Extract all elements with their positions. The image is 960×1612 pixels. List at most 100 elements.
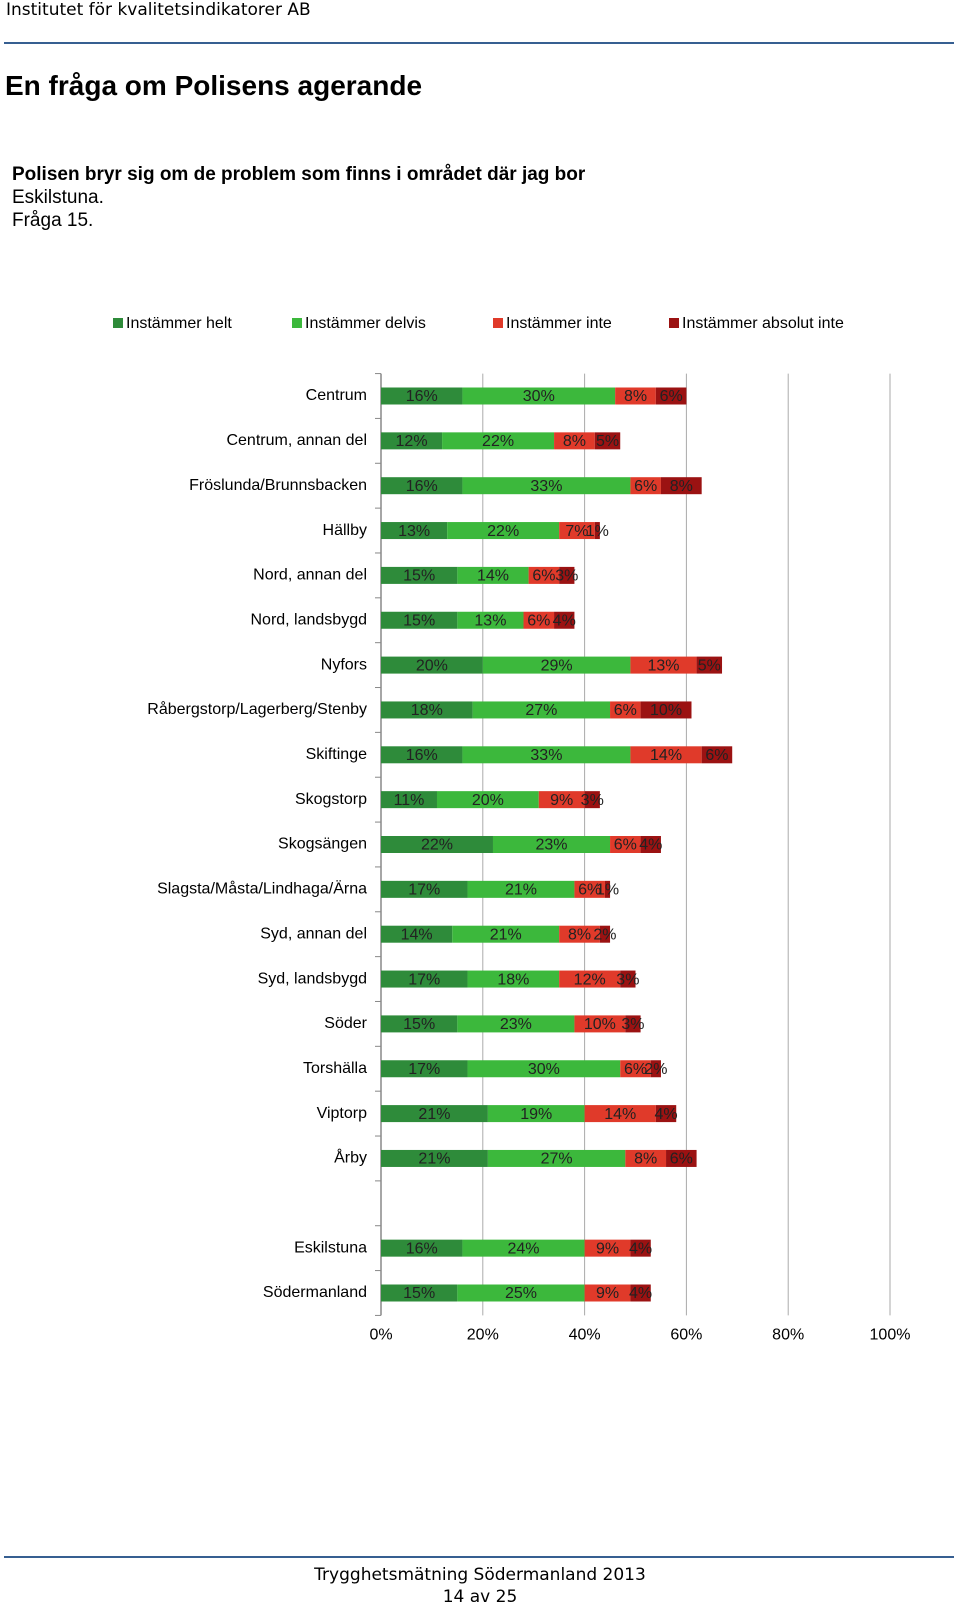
value-label: 3% xyxy=(555,568,578,585)
value-label: 30% xyxy=(523,388,555,405)
legend-swatch xyxy=(669,318,679,328)
value-label: 8% xyxy=(568,926,591,943)
bar-segment xyxy=(457,566,529,584)
bar-segment xyxy=(457,1284,585,1302)
x-tick-label: 100% xyxy=(870,1327,911,1344)
bar-segment xyxy=(467,880,575,898)
bar-segment xyxy=(457,1015,575,1033)
bar-segment xyxy=(554,611,575,629)
value-label: 4% xyxy=(654,1106,677,1123)
value-label: 9% xyxy=(596,1285,619,1302)
value-label: 20% xyxy=(416,657,448,674)
bar-segment xyxy=(630,477,661,495)
category-label: Årby xyxy=(334,1148,367,1167)
value-label: 13% xyxy=(647,657,679,674)
value-label: 1% xyxy=(596,882,619,899)
value-label: 4% xyxy=(553,612,576,629)
bar-segment xyxy=(462,1239,585,1257)
bar-segment xyxy=(620,970,636,988)
bar-segment xyxy=(381,387,463,405)
x-tick-label: 60% xyxy=(670,1327,702,1344)
x-tick-label: 80% xyxy=(772,1327,804,1344)
category-label: Syd, landsbygd xyxy=(258,970,367,987)
category-label: Råbergstorp/Lagerberg/Stenby xyxy=(147,700,367,718)
bar-segment xyxy=(381,432,443,450)
value-label: 33% xyxy=(530,747,562,764)
bar-segment xyxy=(381,656,483,674)
bar-segment xyxy=(599,925,611,943)
bar-segment xyxy=(487,1105,585,1123)
value-label: 14% xyxy=(477,568,509,585)
category-label: Torshälla xyxy=(303,1060,367,1077)
bar-segment xyxy=(655,1105,677,1123)
bar-segment xyxy=(620,1060,651,1078)
value-label: 8% xyxy=(624,388,647,405)
bar-segment xyxy=(630,656,697,674)
value-label: 7% xyxy=(565,523,588,540)
category-label: Skogsängen xyxy=(278,836,367,853)
value-label: 27% xyxy=(541,1151,573,1168)
bar-segment xyxy=(625,1149,667,1167)
bar-segment xyxy=(381,701,473,719)
value-label: 17% xyxy=(408,1061,440,1078)
category-label: Syd, annan del xyxy=(260,925,367,942)
category-label: Södermanland xyxy=(263,1284,367,1301)
bar-segment xyxy=(640,836,661,853)
value-label: 9% xyxy=(550,792,573,809)
value-label: 16% xyxy=(406,478,438,495)
area: Eskilstuna. xyxy=(12,187,104,208)
value-label: 18% xyxy=(411,702,443,719)
value-label: 13% xyxy=(398,523,430,540)
bar-segment xyxy=(482,656,631,674)
value-label: 6% xyxy=(614,702,637,719)
value-label: 8% xyxy=(563,433,586,450)
bar-segment xyxy=(584,791,600,809)
x-tick-label: 20% xyxy=(467,1327,499,1344)
x-tick-label: 0% xyxy=(369,1327,392,1344)
value-label: 29% xyxy=(541,657,573,674)
value-label: 25% xyxy=(505,1285,537,1302)
category-label: Centrum, annan del xyxy=(226,432,367,449)
category-label: Nord, landsbygd xyxy=(250,611,367,628)
bar-segment xyxy=(660,477,702,495)
bar-segment xyxy=(559,566,575,584)
bar-segment xyxy=(523,611,555,629)
value-label: 21% xyxy=(418,1106,450,1123)
bar-segment xyxy=(436,791,539,809)
value-label: 6% xyxy=(670,1151,693,1168)
value-label: 6% xyxy=(527,612,550,629)
value-label: 33% xyxy=(530,478,562,495)
footer-page: 14 av 25 xyxy=(442,1587,518,1607)
bar-segment xyxy=(442,432,555,450)
value-label: 3% xyxy=(616,971,639,988)
value-label: 12% xyxy=(574,971,606,988)
bar-segment xyxy=(381,1015,458,1033)
organization: Institutet för kvalitetsindikatorer AB xyxy=(6,0,311,20)
bar-segment xyxy=(630,746,702,764)
bar-segment xyxy=(381,1149,488,1167)
category-label: Nord, annan del xyxy=(253,567,367,584)
value-label: 9% xyxy=(596,1240,619,1257)
value-label: 21% xyxy=(490,926,522,943)
legend-label: Instämmer delvis xyxy=(305,315,426,332)
category-label: Nyfors xyxy=(321,656,367,673)
bar-segment xyxy=(381,477,463,495)
bar-segment xyxy=(650,1060,661,1078)
value-label: 2% xyxy=(644,1061,667,1078)
bar-segment xyxy=(574,1015,626,1033)
value-label: 23% xyxy=(500,1016,532,1033)
bar-segment xyxy=(610,701,641,719)
bar-segment xyxy=(630,1284,651,1302)
page-title: En fråga om Polisens agerande xyxy=(5,70,423,101)
bar-segment xyxy=(554,432,595,450)
value-label: 6% xyxy=(624,1061,647,1078)
value-label: 24% xyxy=(508,1240,540,1257)
bar-segment xyxy=(472,701,611,719)
question: Polisen bryr sig om de problem som finns… xyxy=(12,164,586,185)
bar-segment xyxy=(381,880,468,898)
value-label: 22% xyxy=(482,433,514,450)
category-label: Söder xyxy=(324,1015,367,1032)
bar-segment xyxy=(696,656,723,674)
value-label: 14% xyxy=(401,926,433,943)
value-label: 2% xyxy=(593,926,616,943)
